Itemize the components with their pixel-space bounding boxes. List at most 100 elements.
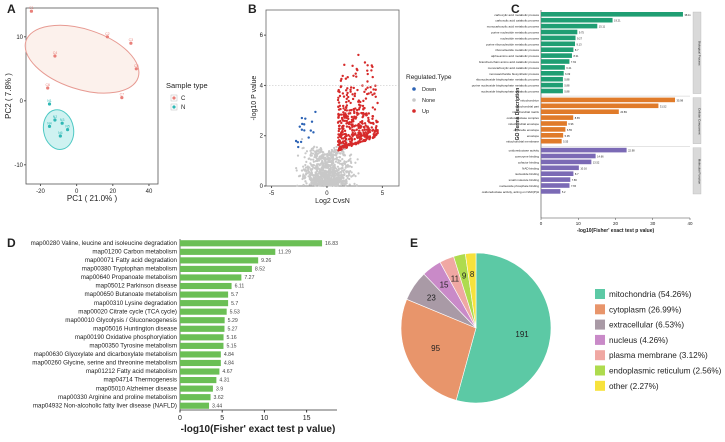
volcano-point-up bbox=[341, 140, 345, 143]
pca-point-c bbox=[129, 41, 133, 45]
go-bar-value: 5.88 bbox=[564, 78, 570, 82]
volcano-point-up bbox=[345, 100, 348, 104]
volcano-point-up bbox=[343, 132, 346, 136]
volcano-point-up bbox=[342, 95, 346, 98]
volcano-point-none bbox=[319, 180, 322, 183]
volcano-point-none bbox=[312, 149, 315, 152]
kegg-bar bbox=[180, 282, 232, 290]
kegg-x-tick-label: 5 bbox=[220, 415, 224, 422]
volcano-point-up bbox=[343, 145, 346, 149]
volcano-point-none bbox=[312, 160, 315, 163]
volcano-point-none bbox=[326, 157, 329, 160]
pie-legend-swatch bbox=[595, 365, 605, 376]
volcano-point-up bbox=[357, 53, 360, 57]
volcano-point-up bbox=[376, 120, 379, 124]
volcano-point-none bbox=[347, 174, 350, 177]
volcano-point-up bbox=[344, 77, 348, 80]
volcano-point-down bbox=[294, 139, 298, 143]
kegg-bar bbox=[180, 359, 221, 367]
go-bar bbox=[541, 97, 676, 103]
volcano-point-none bbox=[348, 165, 352, 168]
volcano-point-up bbox=[354, 124, 357, 127]
kegg-pathway-label: map05010 Alzheimer disease bbox=[96, 385, 178, 392]
pca-x-axis-label: PC1 ( 21.0% ) bbox=[67, 194, 118, 203]
go-term-label: mitochondrial envelope bbox=[508, 122, 539, 126]
pca-x-tick-label: 20 bbox=[109, 189, 116, 195]
volcano-point-up bbox=[337, 115, 340, 118]
volcano-point-none bbox=[338, 156, 342, 159]
go-x-tick-label: 40 bbox=[687, 221, 693, 226]
pie-slice-value: 8 bbox=[470, 270, 475, 279]
volcano-point-none bbox=[304, 173, 308, 176]
volcano-point-none bbox=[305, 182, 308, 185]
kegg-x-axis-label: -log10(Fisher' exact test p value) bbox=[181, 424, 336, 435]
go-term-label: carboxylic acid metabolic process bbox=[494, 13, 539, 17]
volcano-point-up bbox=[366, 64, 369, 67]
volcano-y-tick-label: 2 bbox=[260, 134, 264, 140]
go-bar-value: 8.7 bbox=[575, 172, 579, 176]
volcano-point-none bbox=[326, 155, 329, 158]
volcano-point-none bbox=[326, 171, 329, 174]
volcano-point-up bbox=[341, 74, 344, 78]
volcano-point-none bbox=[338, 174, 341, 177]
kegg-bar bbox=[180, 257, 259, 264]
go-bar bbox=[541, 153, 596, 159]
volcano-point-none bbox=[296, 184, 299, 187]
volcano-point-up bbox=[370, 64, 373, 67]
kegg-bar-value: 4.67 bbox=[222, 369, 232, 375]
volcano-point-up bbox=[345, 97, 348, 101]
volcano-x-tick-label: 0 bbox=[325, 191, 329, 197]
volcano-point-none bbox=[328, 160, 331, 163]
volcano-point-none bbox=[347, 171, 351, 174]
go-bar bbox=[541, 35, 576, 41]
go-bar bbox=[541, 138, 562, 144]
volcano-point-none bbox=[332, 161, 335, 165]
volcano-point-none bbox=[308, 166, 311, 169]
pie-slice-value: 15 bbox=[440, 280, 449, 289]
volcano-point-none bbox=[312, 163, 315, 167]
kegg-bar-value: 5.16 bbox=[227, 335, 237, 341]
pca-point-label: N5 bbox=[65, 125, 70, 129]
go-x-axis-label: -log10(Fisher' exact test p value) bbox=[577, 228, 655, 234]
volcano-point-none bbox=[323, 182, 326, 185]
go-bar-value: 5.88 bbox=[564, 90, 570, 94]
volcano-points bbox=[294, 53, 379, 188]
kegg-bar-value: 5.15 bbox=[226, 344, 236, 350]
volcano-point-down bbox=[296, 141, 300, 144]
volcano-point-up bbox=[350, 108, 353, 112]
volcano-point-up bbox=[351, 93, 354, 96]
volcano-point-up bbox=[338, 127, 341, 131]
go-category-strip bbox=[692, 147, 702, 195]
volcano-point-none bbox=[310, 151, 313, 155]
pie-legend-swatch bbox=[595, 289, 605, 299]
volcano-point-none bbox=[309, 158, 313, 161]
volcano-point-none bbox=[345, 178, 348, 181]
volcano-point-up bbox=[343, 129, 347, 133]
pie-legend-entry: mitochondria (54.26%) bbox=[609, 290, 692, 299]
pca-point-label: C2 bbox=[105, 32, 110, 36]
go-bar-value: 6.09 bbox=[565, 72, 571, 76]
volcano-point-none bbox=[307, 170, 310, 173]
kegg-pathway-label: map00071 Fatty acid degradation bbox=[85, 257, 178, 264]
volcano-point-none bbox=[313, 179, 316, 182]
volcano-point-up bbox=[338, 141, 341, 145]
volcano-point-none bbox=[326, 166, 329, 169]
go-term-label: purine nucleotide metabolic process bbox=[491, 31, 539, 35]
volcano-point-up bbox=[374, 134, 377, 137]
pca-ellipse-n bbox=[42, 109, 75, 150]
volcano-point-up bbox=[361, 104, 365, 108]
kegg-bar bbox=[180, 402, 210, 409]
volcano-point-up bbox=[359, 140, 362, 144]
volcano-point-up bbox=[347, 122, 351, 126]
pca-legend-title: Sample type bbox=[166, 81, 208, 90]
volcano-point-up bbox=[357, 133, 360, 136]
volcano-point-none bbox=[340, 180, 343, 184]
kegg-bar-value: 4.84 bbox=[224, 352, 234, 358]
go-bar-value: 31.52 bbox=[660, 104, 667, 108]
go-bar bbox=[541, 165, 579, 171]
kegg-pathway-label: map00010 Glycolysis / Gluconeogenesis bbox=[65, 317, 177, 324]
volcano-point-none bbox=[344, 166, 347, 169]
volcano-point-up bbox=[371, 136, 375, 140]
volcano-point-up bbox=[344, 89, 348, 92]
volcano-point-down bbox=[300, 116, 304, 120]
